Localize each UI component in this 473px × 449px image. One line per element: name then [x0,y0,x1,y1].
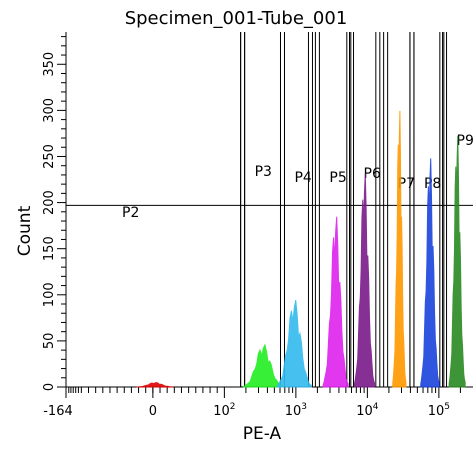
gate-label: P2 [122,205,139,221]
x-tick-label: 105 [428,402,450,419]
histogram-peak-p7 [392,110,407,388]
x-tick-label: 104 [356,402,379,419]
histogram-peak-p2 [136,381,174,388]
plot-area: 0 50 100 150 200 250 300 350 -164 0 102 103 104 105 P2… [42,32,473,419]
gate-label: P6 [364,166,381,182]
gate-label: P3 [255,164,272,180]
histogram-peak-p3 [243,343,284,388]
y-tick-label: 100 [42,282,57,307]
x-tick-label: -164 [43,404,73,419]
gate-label: P7 [398,176,415,192]
histogram-peak-p4 [276,299,312,388]
y-tick-label: 300 [42,98,57,123]
x-tick-label: 0 [149,404,157,419]
x-tick-label: 102 [213,402,235,419]
y-tick-label: 350 [42,52,57,77]
y-tick-label: 250 [42,144,57,169]
histogram-peak-p5 [322,216,349,388]
y-tick-label: 0 [42,383,57,391]
histogram-peak-p6 [353,173,376,388]
gate-label: P9 [457,133,473,149]
x-axis-label: PE-A [243,424,282,444]
gate-label: P4 [294,170,311,186]
gate-label: P8 [424,176,441,192]
histogram-peak-p9 [448,135,466,388]
chart-title: Specimen_001-Tube_001 [125,8,348,29]
y-tick-label: 150 [42,236,57,261]
histogram-peak-p8 [420,158,440,388]
y-tick-label: 200 [42,190,57,215]
y-tick-label: 50 [42,333,57,350]
x-tick-label: 103 [285,402,307,419]
gate-label: P5 [329,170,346,186]
y-axis-label: Count [15,205,35,256]
